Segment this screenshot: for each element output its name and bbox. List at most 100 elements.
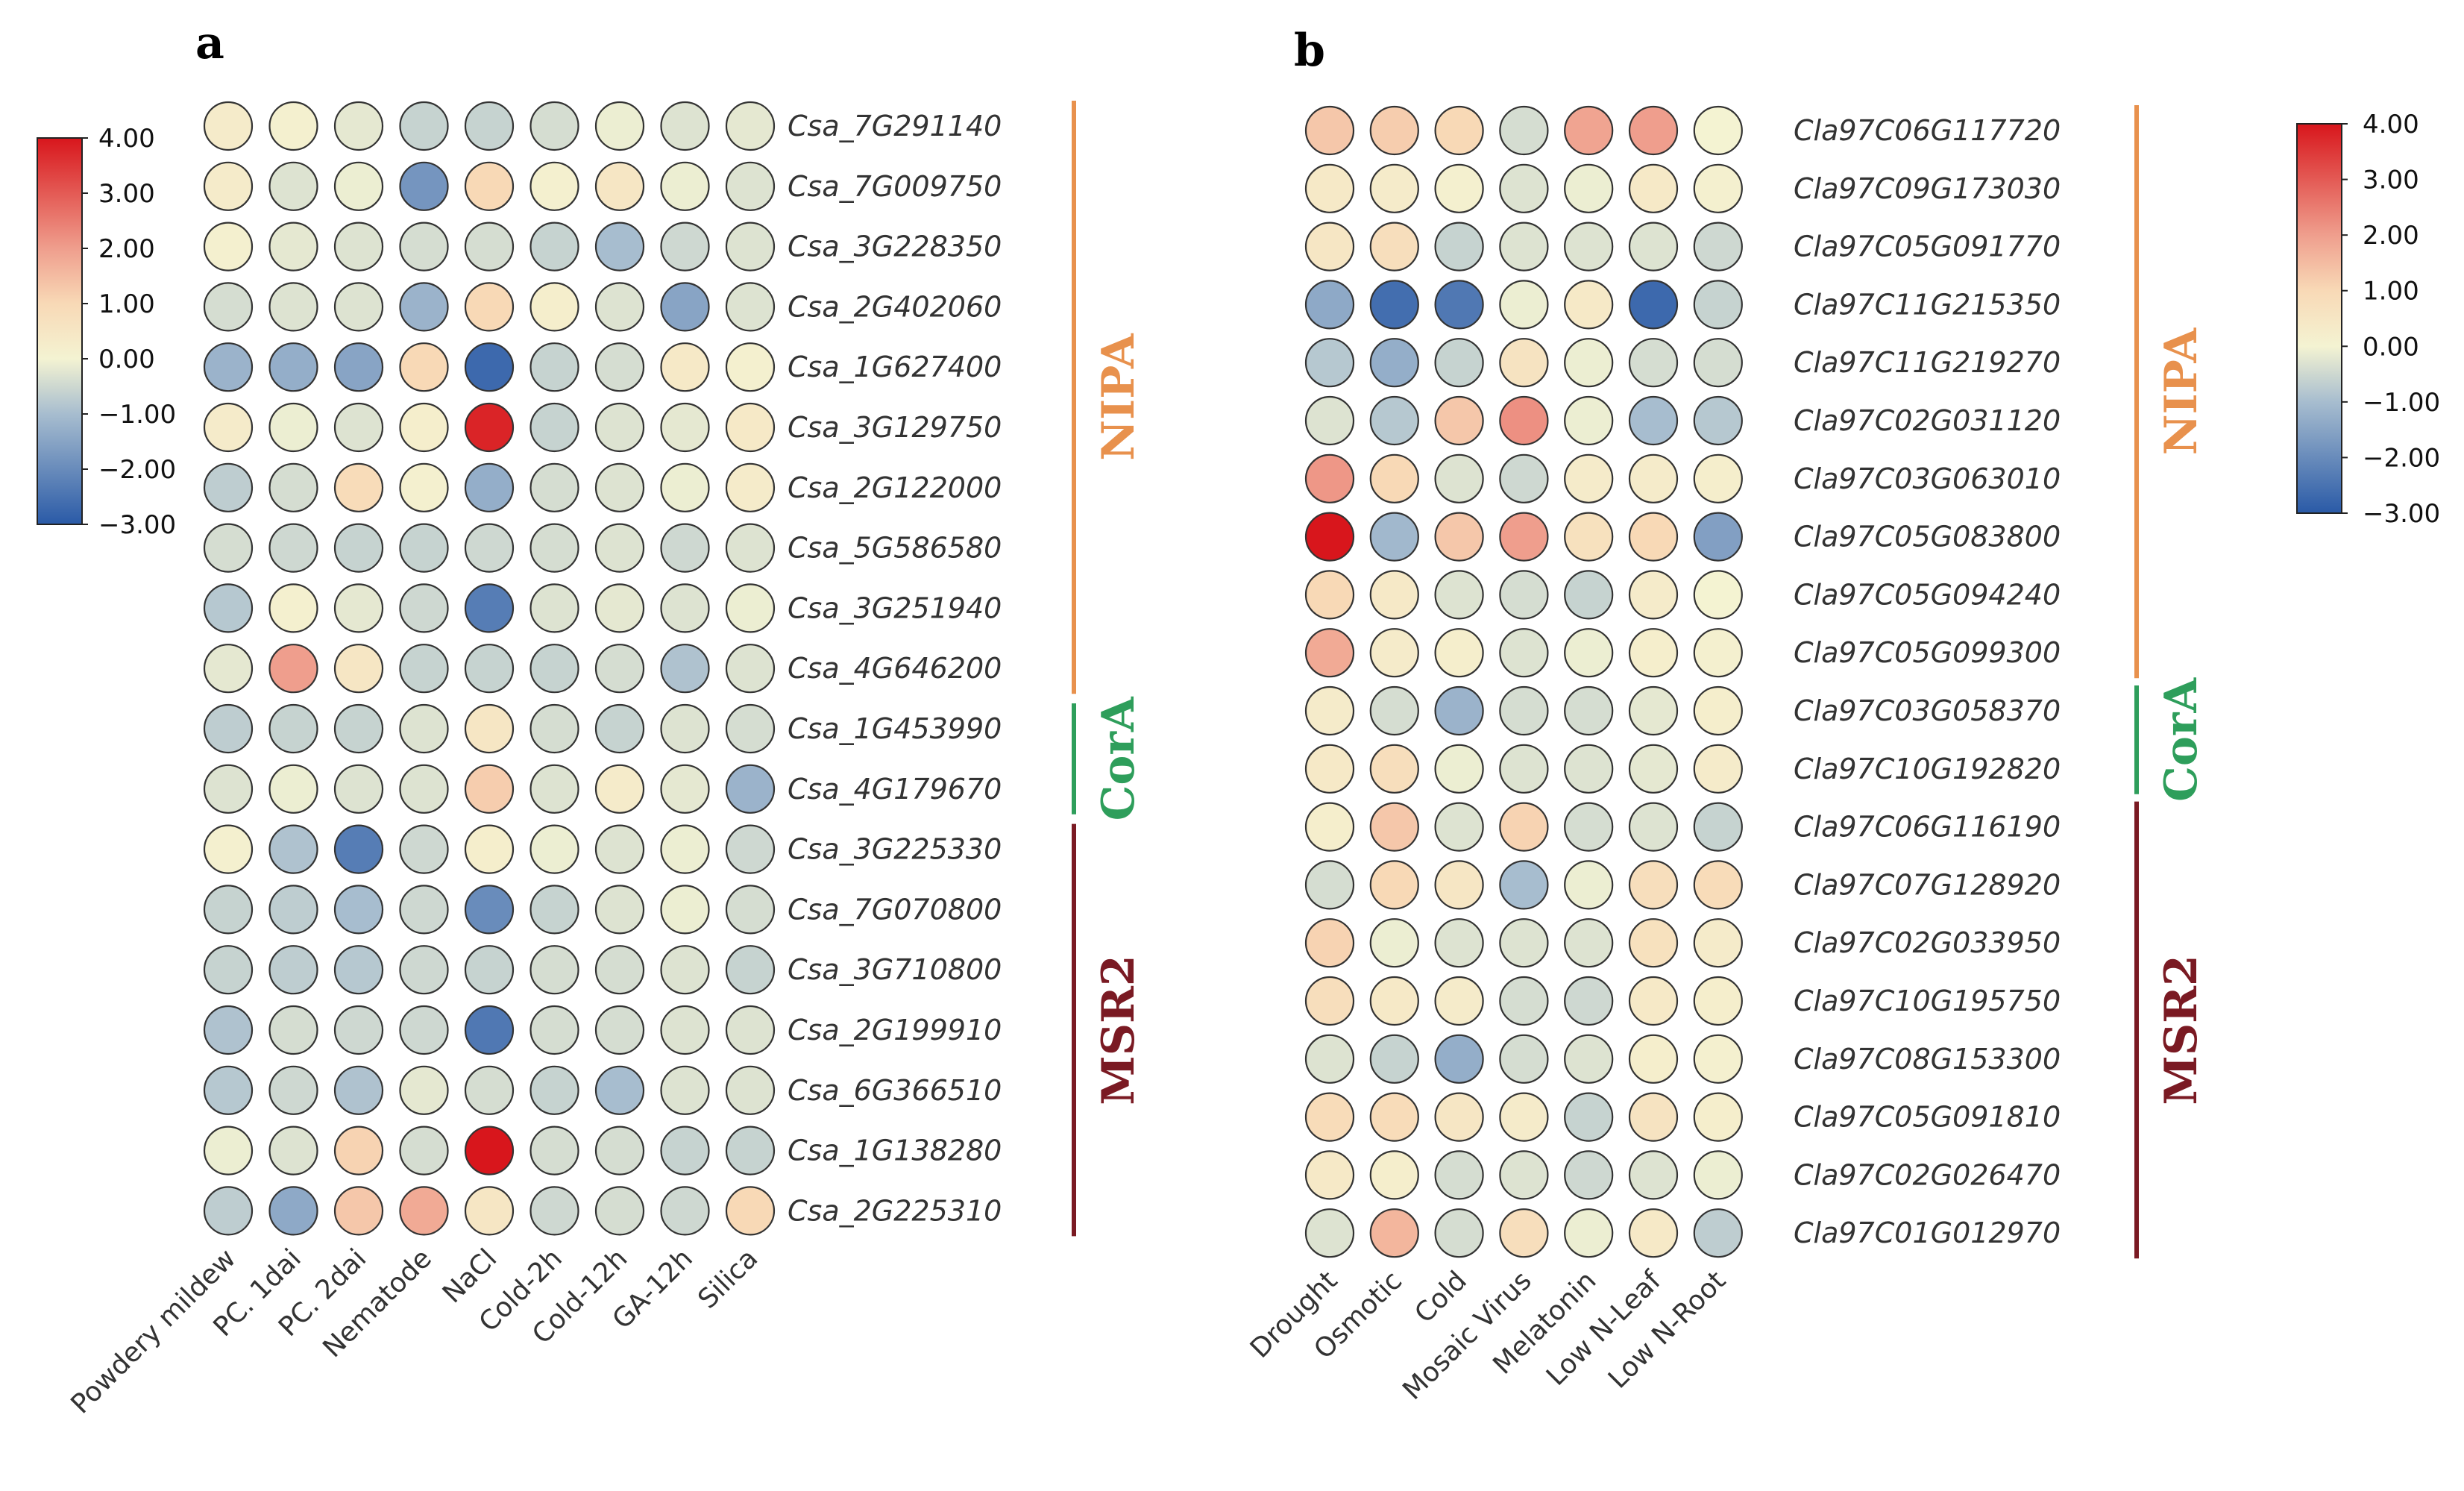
cell-b-r10-c1 (1369, 685, 1419, 736)
cell-b-r5-c2 (1434, 395, 1484, 446)
cell-a-r11-c4 (464, 764, 515, 814)
cell-b-r16-c2 (1434, 1034, 1484, 1084)
gene-label: Csa_3G129750 (788, 411, 1002, 444)
cell-b-r11-c5 (1628, 744, 1679, 794)
cell-b-r18-c2 (1434, 1150, 1484, 1200)
gene-label: Cla97C02G031120 (1794, 404, 2061, 437)
gene-label: Csa_2G122000 (788, 471, 1002, 504)
cell-b-r19-c2 (1434, 1208, 1484, 1258)
gene-label: Cla97C03G063010 (1794, 462, 2061, 495)
cell-b-r11-c4 (1564, 744, 1614, 794)
cell-b-r15-c1 (1369, 976, 1419, 1026)
cell-b-r8-c3 (1499, 570, 1549, 620)
cell-b-r6-c0 (1304, 453, 1355, 503)
cell-a-r2-c8 (725, 222, 776, 271)
cell-b-r5-c4 (1564, 395, 1614, 446)
cell-b-r17-c5 (1628, 1092, 1679, 1142)
cell-a-r3-c1 (268, 282, 318, 332)
family-label-cora: CorA (2155, 677, 2207, 801)
cell-a-r18-c4 (464, 1186, 515, 1236)
cell-b-r14-c4 (1564, 918, 1614, 968)
cell-b-r9-c5 (1628, 628, 1679, 678)
cell-a-r1-c6 (594, 161, 645, 211)
cell-a-r5-c5 (529, 402, 579, 453)
cell-a-r0-c7 (660, 101, 710, 151)
gene-label: Cla97C02G026470 (1794, 1158, 2061, 1191)
cell-b-r6-c4 (1564, 453, 1614, 503)
family-label-nipa: NIPA (1093, 333, 1145, 461)
cell-a-r3-c8 (725, 282, 776, 332)
panel-b-letter: b (1294, 25, 1325, 77)
cell-b-r12-c4 (1564, 802, 1614, 852)
cell-b-r7-c5 (1628, 512, 1679, 562)
cell-a-r6-c8 (725, 462, 776, 512)
cell-b-r0-c3 (1499, 105, 1549, 156)
cell-b-r3-c6 (1693, 280, 1743, 330)
cell-b-r9-c4 (1564, 628, 1614, 678)
cell-b-r15-c2 (1434, 976, 1484, 1026)
cell-b-r9-c3 (1499, 628, 1549, 678)
cell-b-r17-c6 (1693, 1092, 1743, 1142)
cell-b-r16-c5 (1628, 1034, 1679, 1084)
cell-b-r18-c3 (1499, 1150, 1549, 1200)
cell-a-r4-c7 (660, 342, 710, 392)
cell-a-r0-c3 (399, 101, 449, 151)
cell-a-r11-c3 (399, 764, 449, 814)
cell-a-r15-c7 (660, 1005, 710, 1055)
cell-b-r8-c2 (1434, 570, 1484, 620)
colorbar-tick-label: 3.00 (2363, 166, 2419, 195)
cell-a-r7-c7 (660, 523, 710, 573)
cell-a-r1-c3 (399, 161, 449, 211)
cell-a-r5-c1 (268, 402, 318, 453)
cell-b-r3-c4 (1564, 280, 1614, 330)
cell-a-r9-c4 (464, 644, 515, 694)
colorbar-tick-label: −1.00 (2363, 388, 2440, 418)
cell-b-r15-c0 (1304, 976, 1355, 1026)
cell-b-r5-c0 (1304, 395, 1355, 446)
cell-b-r19-c3 (1499, 1208, 1549, 1258)
cell-a-r7-c1 (268, 523, 318, 573)
cell-a-r1-c5 (529, 161, 579, 211)
cell-b-r10-c6 (1693, 685, 1743, 736)
cell-b-r7-c2 (1434, 512, 1484, 562)
cell-a-r7-c5 (529, 523, 579, 573)
cell-b-r8-c1 (1369, 570, 1419, 620)
cell-b-r9-c0 (1304, 628, 1355, 678)
cell-a-r10-c6 (594, 703, 645, 754)
cell-b-r2-c3 (1499, 222, 1549, 271)
cell-b-r6-c1 (1369, 453, 1419, 503)
cell-b-r8-c0 (1304, 570, 1355, 620)
cell-b-r8-c6 (1693, 570, 1743, 620)
cell-a-r14-c7 (660, 945, 710, 995)
cell-b-r15-c5 (1628, 976, 1679, 1026)
colorbar-tick-label: 2.00 (2363, 221, 2419, 251)
cell-b-r13-c5 (1628, 860, 1679, 910)
cell-a-r4-c0 (203, 342, 254, 392)
gene-label: Cla97C05G094240 (1794, 578, 2061, 611)
gene-label: Csa_7G291140 (788, 110, 1002, 142)
cell-b-r12-c6 (1693, 802, 1743, 852)
cell-b-r8-c4 (1564, 570, 1614, 620)
cell-a-r13-c3 (399, 885, 449, 935)
cell-b-r1-c2 (1434, 163, 1484, 213)
cell-a-r0-c2 (333, 101, 384, 151)
cell-a-r10-c2 (333, 703, 384, 754)
colorbar-tick-label: −2.00 (98, 455, 176, 485)
colorbar-tick-label: −3.00 (2363, 499, 2440, 529)
colorbar-b (2296, 123, 2342, 514)
cell-b-r11-c1 (1369, 744, 1419, 794)
gene-label: Cla97C05G091810 (1794, 1101, 2061, 1134)
cell-b-r6-c5 (1628, 453, 1679, 503)
cell-b-r13-c3 (1499, 860, 1549, 910)
cell-b-r16-c3 (1499, 1034, 1549, 1084)
cell-b-r14-c0 (1304, 918, 1355, 968)
cell-a-r0-c1 (268, 101, 318, 151)
cell-a-r17-c8 (725, 1126, 776, 1175)
cell-a-r15-c2 (333, 1005, 384, 1055)
colorbar-tick-label: 0.00 (98, 345, 155, 374)
cell-a-r14-c2 (333, 945, 384, 995)
cell-a-r13-c5 (529, 885, 579, 935)
cell-a-r10-c4 (464, 703, 515, 754)
cell-b-r3-c2 (1434, 280, 1484, 330)
cell-b-r3-c0 (1304, 280, 1355, 330)
